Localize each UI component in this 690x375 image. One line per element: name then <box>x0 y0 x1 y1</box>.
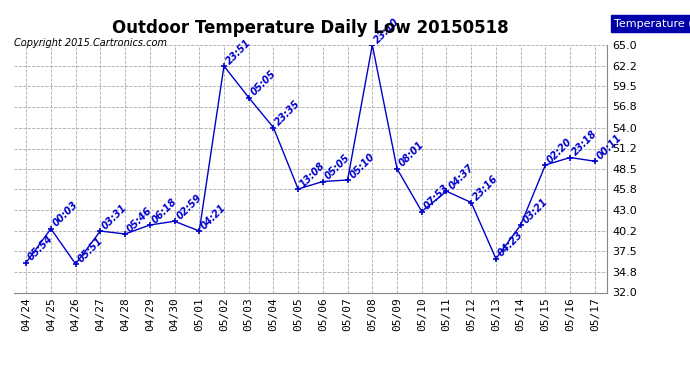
Text: Outdoor Temperature Daily Low 20150518: Outdoor Temperature Daily Low 20150518 <box>112 19 509 37</box>
Text: 02:59: 02:59 <box>175 192 204 221</box>
Text: 00:03: 00:03 <box>51 200 80 229</box>
Text: 05:46: 05:46 <box>125 205 154 234</box>
Text: 02:20: 02:20 <box>545 136 574 165</box>
Text: 00:11: 00:11 <box>595 132 624 161</box>
Text: 08:01: 08:01 <box>397 140 426 169</box>
Text: 13:08: 13:08 <box>298 160 327 189</box>
Text: 03:21: 03:21 <box>521 196 549 225</box>
Text: 23:51: 23:51 <box>224 37 253 66</box>
Text: 05:54: 05:54 <box>26 234 55 262</box>
Text: Copyright 2015 Cartronics.com: Copyright 2015 Cartronics.com <box>14 38 167 48</box>
Text: 04:23: 04:23 <box>496 230 525 259</box>
Text: 05:10: 05:10 <box>348 151 377 180</box>
Text: 03:31: 03:31 <box>100 202 129 231</box>
Text: 04:37: 04:37 <box>446 162 475 191</box>
Text: 06:18: 06:18 <box>150 196 179 225</box>
Text: 05:05: 05:05 <box>323 153 352 182</box>
Text: 23:35: 23:35 <box>273 99 302 128</box>
Text: 23:10: 23:10 <box>373 16 401 45</box>
Text: 04:21: 04:21 <box>199 202 228 231</box>
Text: 05:51: 05:51 <box>76 235 104 264</box>
Text: 23:18: 23:18 <box>570 129 599 158</box>
Text: Temperature (°F): Temperature (°F) <box>614 19 690 29</box>
Text: 23:16: 23:16 <box>471 174 500 202</box>
Text: 05:05: 05:05 <box>248 69 277 98</box>
Text: 07:53: 07:53 <box>422 183 451 212</box>
